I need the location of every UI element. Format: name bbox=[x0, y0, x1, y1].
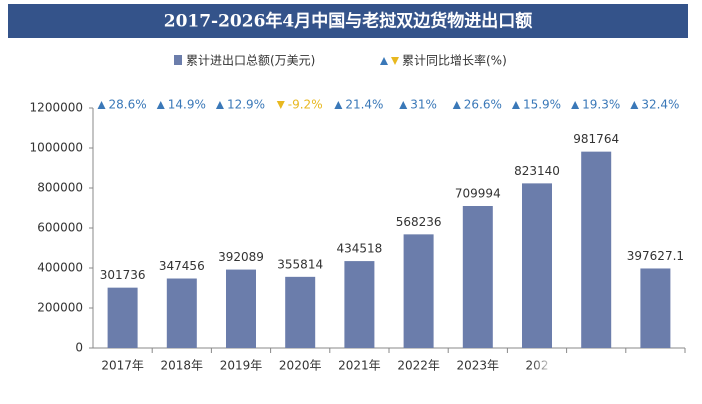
y-tick-label: 200000 bbox=[37, 301, 83, 315]
bar bbox=[522, 183, 552, 348]
growth-label: 19.3% bbox=[582, 98, 620, 112]
growth-label: 31% bbox=[410, 98, 437, 112]
value-label: 823140 bbox=[514, 164, 560, 178]
bar bbox=[285, 276, 316, 348]
growth-label: 12.9% bbox=[227, 98, 265, 112]
growth-arrow bbox=[97, 101, 106, 109]
growth-label: 28.6% bbox=[109, 98, 147, 112]
growth-arrow bbox=[511, 101, 520, 109]
x-tick-label: 2023年 bbox=[457, 359, 500, 373]
growth-label: 32.4% bbox=[641, 98, 679, 112]
overlay bbox=[530, 354, 702, 384]
growth-arrow bbox=[334, 101, 343, 109]
chart-title: 2017-2026年4月中国与老挝双边货物进出口额 bbox=[164, 11, 533, 32]
value-label: 301736 bbox=[100, 268, 146, 282]
y-tick-label: 800000 bbox=[37, 181, 83, 195]
y-tick-label: 1200000 bbox=[30, 101, 83, 115]
x-tick-label: 2018年 bbox=[161, 359, 204, 373]
legend-label: 累计同比增长率(%) bbox=[402, 53, 507, 68]
x-tick-label: 2021年 bbox=[338, 359, 381, 373]
growth-arrow bbox=[452, 101, 461, 109]
x-tick-label: 2020年 bbox=[279, 359, 322, 373]
growth-label: 14.9% bbox=[168, 98, 206, 112]
value-label: 434518 bbox=[336, 242, 382, 256]
y-tick-label: 0 bbox=[75, 341, 83, 355]
bar bbox=[344, 261, 375, 348]
legend-swatch bbox=[174, 55, 182, 65]
bar bbox=[403, 234, 434, 348]
bar bbox=[226, 269, 256, 348]
legend-label: 累计进出口总额(万美元) bbox=[186, 54, 315, 68]
x-tick-label: 2022年 bbox=[397, 359, 440, 373]
y-tick-label: 400000 bbox=[37, 261, 83, 275]
growth-arrow bbox=[399, 101, 408, 109]
growth-arrow bbox=[276, 101, 285, 109]
growth-arrow bbox=[156, 101, 165, 109]
legend-swatch bbox=[391, 57, 399, 65]
growth-label: -9.2% bbox=[288, 98, 323, 112]
bar bbox=[640, 268, 671, 348]
value-label: 981764 bbox=[573, 132, 619, 146]
value-label: 392089 bbox=[218, 250, 264, 264]
value-label: 568236 bbox=[396, 215, 442, 229]
title-bar bbox=[8, 4, 688, 38]
value-label: 355814 bbox=[277, 257, 323, 271]
y-tick-label: 1000000 bbox=[30, 141, 83, 155]
value-label: 347456 bbox=[159, 259, 205, 273]
growth-arrow bbox=[571, 101, 580, 109]
growth-arrow bbox=[215, 101, 224, 109]
growth-label: 21.4% bbox=[345, 98, 383, 112]
bar bbox=[462, 206, 493, 348]
x-tick-label: 2017年 bbox=[101, 359, 144, 373]
growth-arrow bbox=[630, 101, 639, 109]
x-tick-label: 2019年 bbox=[220, 359, 263, 373]
legend-swatch bbox=[380, 57, 388, 65]
bar bbox=[166, 278, 197, 348]
bar bbox=[581, 151, 612, 348]
value-label: 709994 bbox=[455, 187, 501, 201]
value-label: 397627.1 bbox=[627, 249, 684, 263]
growth-label: 15.9% bbox=[523, 98, 561, 112]
growth-label: 26.6% bbox=[464, 98, 502, 112]
y-tick-label: 600000 bbox=[37, 221, 83, 235]
bar bbox=[107, 287, 138, 348]
